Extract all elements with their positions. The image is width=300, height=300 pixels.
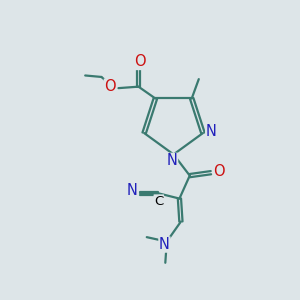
- Text: N: N: [206, 124, 217, 139]
- Text: N: N: [159, 237, 170, 252]
- Text: C: C: [154, 195, 164, 208]
- Text: O: O: [213, 164, 225, 179]
- Text: N: N: [126, 183, 137, 198]
- Text: O: O: [134, 54, 146, 69]
- Text: N: N: [167, 153, 178, 168]
- Text: O: O: [104, 79, 116, 94]
